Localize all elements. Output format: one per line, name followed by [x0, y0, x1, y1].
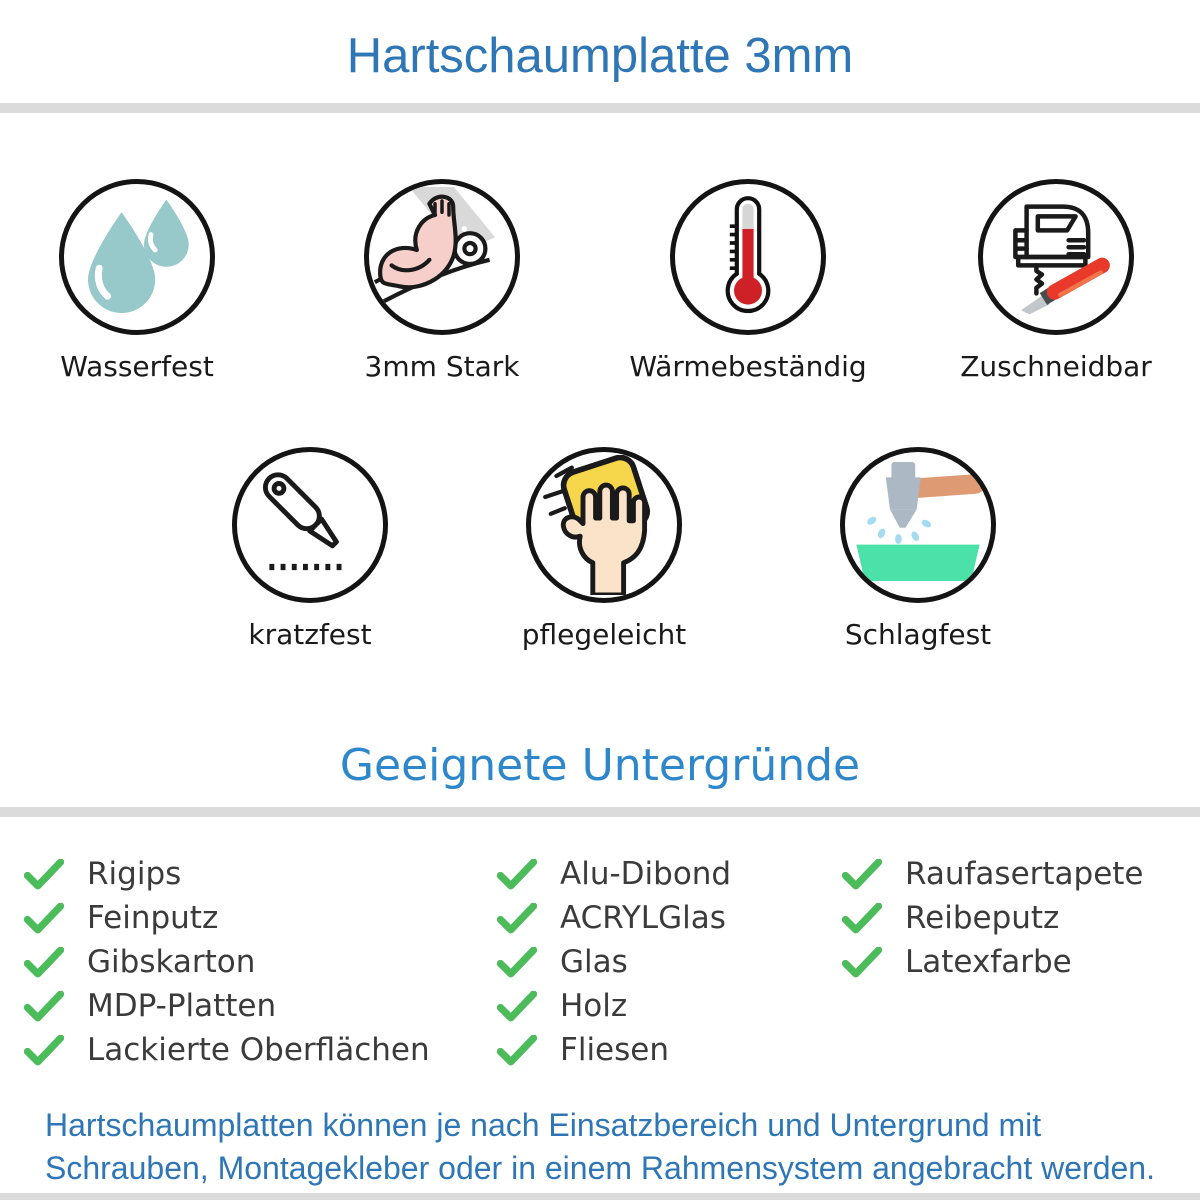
substrate-item: Raufasertapete [842, 852, 1144, 896]
footer-note-line-2: Schrauben, Montagekleber oder in einem R… [45, 1150, 1155, 1186]
feature-item-wasserfest: Wasserfest [0, 179, 277, 383]
substrate-label: Gibskarton [87, 944, 256, 980]
substrate-item: Reibeputz [842, 896, 1144, 940]
check-icon [842, 858, 882, 889]
feature-item-zuschneidbar: Zuschneidbar [916, 179, 1196, 383]
substrate-item: Lackierte Oberflächen [24, 1028, 430, 1072]
substrate-label: Reibeputz [905, 900, 1060, 936]
substrate-item: ACRYLGlas [497, 896, 731, 940]
water-drops-icon [88, 199, 189, 313]
check-icon [24, 1034, 64, 1065]
substrate-label: Holz [560, 988, 628, 1024]
substrates-column-1: Rigips Feinputz Gibskarton MDP-Platten L… [24, 852, 430, 1072]
feature-label: 3mm Stark [364, 350, 520, 383]
feature-item-pflegeleicht: pflegeleicht [464, 447, 744, 651]
feature-circle [840, 447, 996, 603]
check-icon [497, 1034, 537, 1065]
feature-item-schlagfest: Schlagfest [778, 447, 1058, 651]
check-icon [842, 946, 882, 977]
divider-top [0, 103, 1200, 113]
cleaning-hand-icon [543, 455, 650, 595]
substrate-item: Gibskarton [24, 940, 430, 984]
substrates-heading: Geeignete Untergründe [339, 740, 861, 791]
feature-circle [978, 179, 1134, 335]
check-icon [24, 858, 64, 889]
check-icon [842, 902, 882, 933]
feature-circle [232, 447, 388, 603]
substrate-item: Feinputz [24, 896, 430, 940]
substrate-label: Raufasertapete [905, 856, 1144, 892]
substrate-label: MDP-Platten [87, 988, 277, 1024]
feature-circle [59, 179, 215, 335]
feature-label: pflegeleicht [521, 618, 687, 651]
check-icon [24, 902, 64, 933]
check-icon [24, 946, 64, 977]
feature-label: Schlagfest [844, 618, 992, 651]
utility-knife-icon [262, 472, 343, 571]
feature-label: Wasserfest [60, 350, 214, 383]
substrate-item: Fliesen [497, 1028, 731, 1072]
check-icon [497, 902, 537, 933]
feature-item-kratzfest: kratzfest [170, 447, 450, 651]
substrate-label: Latexfarbe [905, 944, 1072, 980]
muscle-arm-icon [373, 187, 496, 307]
jigsaw-icon [1013, 204, 1110, 315]
substrate-item: Holz [497, 984, 731, 1028]
substrate-label: Lackierte Oberflächen [87, 1032, 430, 1068]
divider-bottom [0, 1193, 1200, 1200]
hammer-impact-icon [856, 462, 986, 581]
substrate-item: Alu-Dibond [497, 852, 731, 896]
check-icon [24, 990, 64, 1021]
substrate-label: Feinputz [87, 900, 219, 936]
substrate-item: Latexfarbe [842, 940, 1144, 984]
feature-circle [526, 447, 682, 603]
substrates-column-2: Alu-Dibond ACRYLGlas Glas Holz Fliesen [497, 852, 731, 1072]
substrate-label: Rigips [87, 856, 182, 892]
divider-middle [0, 807, 1200, 817]
substrate-item: Glas [497, 940, 731, 984]
feature-circle [670, 179, 826, 335]
feature-item-3mm-stark: 3mm Stark [302, 179, 582, 383]
feature-item-waermebestaendig: Wärmebeständig [608, 179, 888, 383]
thermometer-icon [725, 196, 771, 314]
check-icon [497, 858, 537, 889]
substrate-label: Fliesen [560, 1032, 669, 1068]
footer-note: Hartschaumplatten können je nach Einsatz… [45, 1104, 1155, 1190]
substrate-label: ACRYLGlas [560, 900, 726, 936]
feature-label: kratzfest [248, 618, 372, 651]
substrate-item: MDP-Platten [24, 984, 430, 1028]
feature-label: Zuschneidbar [960, 350, 1152, 383]
feature-label: Wärmebeständig [629, 350, 867, 383]
check-icon [497, 990, 537, 1021]
page-title: Hartschaumplatte 3mm [346, 29, 854, 83]
check-icon [497, 946, 537, 977]
substrates-column-3: Raufasertapete Reibeputz Latexfarbe [842, 852, 1144, 984]
substrate-label: Glas [560, 944, 628, 980]
footer-note-line-1: Hartschaumplatten können je nach Einsatz… [45, 1107, 1042, 1143]
substrate-item: Rigips [24, 852, 430, 896]
substrate-label: Alu-Dibond [560, 856, 732, 892]
feature-circle [364, 179, 520, 335]
